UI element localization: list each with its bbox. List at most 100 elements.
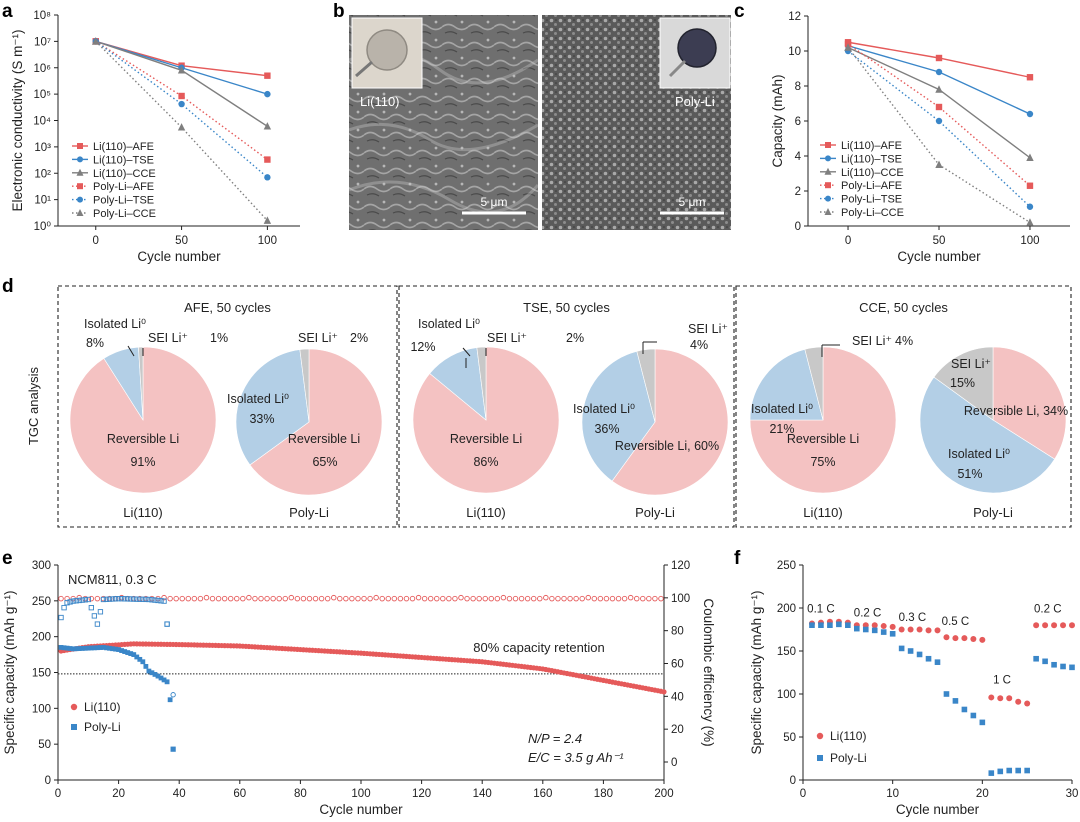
slice-pct-isolated: 51% xyxy=(957,467,982,481)
pie-name: Poly-Li xyxy=(973,505,1013,520)
pie-slice-isolated xyxy=(235,349,310,466)
ce-point-poly xyxy=(146,596,152,603)
data-point xyxy=(1026,218,1034,226)
pie-slice-isolated xyxy=(749,348,824,421)
ce-point-li110 xyxy=(191,595,198,602)
capacity-point-poly xyxy=(98,645,103,650)
x-tick-label: 140 xyxy=(473,788,492,800)
rate-point-poly xyxy=(952,698,959,704)
rate-point-poly xyxy=(862,626,869,633)
ce-point-li110 xyxy=(658,595,664,602)
legend-label: Li(110)–TSE xyxy=(841,153,902,165)
y-tick-label: 6 xyxy=(795,116,801,128)
ce-point-li110 xyxy=(240,595,246,602)
pie-name: Li(110) xyxy=(803,505,843,520)
rate-point-poly xyxy=(1015,767,1021,774)
rate-label: 0.1 C xyxy=(807,603,835,615)
rate-point-li110 xyxy=(1006,695,1013,702)
ce-point-li110 xyxy=(258,595,264,602)
legend-label: Li(110) xyxy=(84,700,120,714)
rate-point-li110 xyxy=(1024,700,1031,707)
x-axis-label: Cycle number xyxy=(137,249,221,264)
ce-point-li110 xyxy=(579,595,585,602)
rate-point-li110 xyxy=(1051,622,1058,629)
y-tick-label: 150 xyxy=(32,668,51,680)
legend-label: Poly-Li xyxy=(830,751,867,765)
ce-point-poly xyxy=(118,596,125,602)
data-point xyxy=(1026,110,1034,118)
y2-tick-label: 40 xyxy=(671,691,684,703)
ce-point-li110 xyxy=(440,595,446,602)
rate-point-poly xyxy=(854,625,860,632)
rate-label: 0.3 C xyxy=(899,612,927,624)
ce-point-poly xyxy=(161,598,167,604)
ce-point-li110 xyxy=(215,595,222,602)
x-tick-label: 50 xyxy=(933,235,946,247)
slice-pct-sei: 15% xyxy=(950,376,975,390)
y2-tick-label: 80 xyxy=(671,626,684,638)
capacity-point-poly xyxy=(131,652,137,657)
pie-slice-reversible xyxy=(611,348,729,496)
data-point xyxy=(92,37,100,45)
y2-tick-label: 20 xyxy=(671,724,684,736)
data-point xyxy=(1026,182,1034,189)
ce-point-poly xyxy=(128,596,134,602)
capacity-point-poly xyxy=(170,746,176,752)
ce-point-poly xyxy=(73,598,79,604)
ce-point-li110 xyxy=(482,595,488,602)
rate-point-poly xyxy=(809,622,815,628)
ce-point-li110 xyxy=(543,594,549,601)
y-tick-label: 10⁵ xyxy=(33,89,51,101)
ce-point-poly xyxy=(158,598,164,604)
rate-point-poly xyxy=(1042,658,1048,665)
x-axis-label: Cycle number xyxy=(319,802,403,817)
rate-point-li110 xyxy=(1060,622,1067,629)
ce-point-poly xyxy=(115,596,122,602)
ce-point-li110 xyxy=(464,595,470,602)
legend-marker xyxy=(825,142,831,148)
rate-point-li110 xyxy=(907,626,914,633)
rate-point-li110 xyxy=(880,623,887,630)
series-line-3 xyxy=(847,43,1031,187)
capacity-point-poly xyxy=(149,670,155,676)
pie-slice-sei xyxy=(636,348,656,423)
ce-point-li110 xyxy=(324,595,331,602)
panel-label-c: c xyxy=(734,1,745,22)
ce-point-li110 xyxy=(385,595,392,602)
legend-marker xyxy=(77,183,83,190)
ce-point-poly xyxy=(61,605,67,611)
ce-point-li110 xyxy=(197,595,204,602)
ce-point-poly xyxy=(155,597,161,604)
ce-point-li110 xyxy=(185,595,192,602)
panel-label-f: f xyxy=(734,548,741,569)
pie-name: Poly-Li xyxy=(289,505,329,520)
y-tick-label: 200 xyxy=(777,603,796,615)
pie-group-title: TSE, 50 cycles xyxy=(523,300,610,315)
data-point xyxy=(935,54,943,62)
ce-point-poly xyxy=(164,621,170,627)
slice-pct-reversible: 91% xyxy=(130,455,155,469)
ce-point-poly xyxy=(109,596,116,602)
sem-label-li110: Li(110) xyxy=(360,94,400,109)
rate-point-li110 xyxy=(898,626,905,633)
chart-e: 0 50 100 150 200 250 300 0 20 40 60 80 100 120 0 20 40 60… xyxy=(2,560,716,817)
data-point xyxy=(844,43,852,51)
y-axis-label: Electronic conductivity (S m⁻¹) xyxy=(10,30,25,212)
panel-label-b: b xyxy=(333,1,345,22)
ce-point-li110 xyxy=(561,595,567,602)
y2-tick-label: 60 xyxy=(671,659,684,671)
ce-point-li110 xyxy=(282,595,289,602)
rate-point-poly xyxy=(871,627,878,634)
ce-point-poly xyxy=(112,596,119,602)
x-tick-label: 0 xyxy=(845,235,851,247)
rate-point-poly xyxy=(934,659,941,665)
ce-point-li110 xyxy=(58,595,64,602)
ce-point-li110 xyxy=(349,595,355,602)
ce-point-poly xyxy=(70,598,76,604)
ce-point-poly xyxy=(97,609,104,615)
capacity-point-poly xyxy=(61,645,67,651)
data-point xyxy=(935,68,943,76)
y-tick-label: 150 xyxy=(777,646,796,658)
x-tick-label: 100 xyxy=(351,788,370,800)
rate-point-li110 xyxy=(1015,698,1022,705)
